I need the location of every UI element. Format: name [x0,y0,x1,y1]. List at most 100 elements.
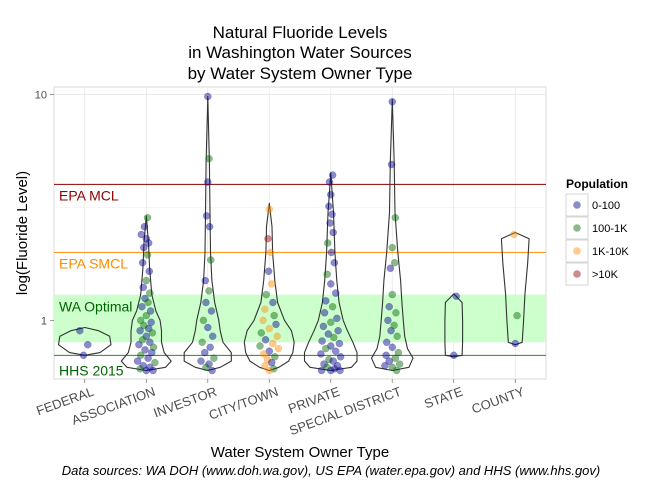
data-point [136,365,144,373]
legend-key-box [565,216,589,240]
x-tick-label-state: STATE [422,384,465,412]
y-tick-label: 10 [35,90,47,102]
data-point [79,351,88,360]
data-point [269,365,278,373]
data-point [142,311,151,320]
data-point [385,302,393,311]
data-point [205,360,213,368]
data-point [199,316,208,325]
data-point [202,298,210,307]
data-point [148,348,156,357]
data-point [388,343,397,352]
data-point [328,210,336,219]
violin-county [500,231,530,346]
chart-title-line-3: by Water System Owner Type [188,64,413,83]
data-point [147,318,155,327]
data-point [141,346,149,354]
data-point [204,178,212,186]
violins-group [57,95,530,372]
data-point [513,311,521,320]
y-axis-title: log(Fluoride Level) [14,171,31,295]
data-point [207,307,216,315]
data-point [143,213,152,222]
data-point [261,305,269,314]
data-point [133,357,142,365]
reference-labels-group: EPA MCL EPA SMCL WA Optimal HHS 2015 [59,187,132,378]
data-point [139,283,147,292]
x-tick-label-city-town: CITY/TOWN [207,384,280,423]
points-group [76,92,521,375]
data-point [204,323,212,332]
data-point [145,267,154,276]
data-point [388,363,397,372]
data-point [322,297,330,305]
data-point [385,357,393,365]
data-point [317,350,325,358]
data-point [265,205,274,214]
chart-title: Natural Fluoride Levels in Washington Wa… [188,23,413,83]
data-point [270,311,278,320]
data-point [323,363,331,372]
legend-key-0-100 [573,201,581,209]
data-point [336,366,344,375]
data-point [388,290,397,299]
data-point [323,270,331,279]
data-point [393,332,401,341]
data-point [261,336,270,344]
data-point [137,230,146,239]
data-point [202,363,210,372]
data-point [273,332,281,341]
data-point [142,234,151,243]
data-point [144,239,153,247]
violin-special-district [370,99,414,372]
data-point [136,326,144,335]
data-point [207,256,215,264]
data-point [146,307,155,315]
data-point [144,298,152,307]
data-point [208,332,217,341]
legend-key-100-1k [573,224,581,232]
data-point [146,289,154,297]
data-point [392,366,401,375]
data-point [144,324,153,333]
data-point [320,360,328,368]
data-point [392,309,400,317]
data-point [327,366,335,375]
data-point [264,267,273,276]
data-point [257,329,266,337]
violin-association [120,215,172,372]
data-point [334,326,342,335]
data-point [204,92,212,101]
data-point [387,326,395,335]
violin-private [303,172,358,372]
data-point [323,239,332,247]
data-point [259,350,268,358]
data-point [146,363,154,372]
data-point [261,361,269,370]
data-point [382,338,391,347]
data-point [319,322,328,331]
data-point [135,340,143,349]
data-point [388,243,397,252]
data-point [450,351,458,360]
data-point [388,97,397,106]
data-point [510,230,518,239]
data-point [390,258,399,267]
data-point [327,190,335,199]
legend-label-0-100: 0-100 [592,200,620,212]
data-point [84,340,92,349]
data-point [205,287,213,295]
data-point [333,361,342,370]
data-point [387,160,396,169]
data-point [138,336,147,344]
data-point [391,354,400,362]
legend-key-box [565,239,589,263]
data-point [144,354,152,362]
data-point [200,348,209,357]
data-point [318,337,326,345]
violin-city-town [243,202,295,372]
data-point [267,358,276,367]
data-point [328,171,337,179]
ref-label-hhs-2015: HHS 2015 [59,362,124,378]
